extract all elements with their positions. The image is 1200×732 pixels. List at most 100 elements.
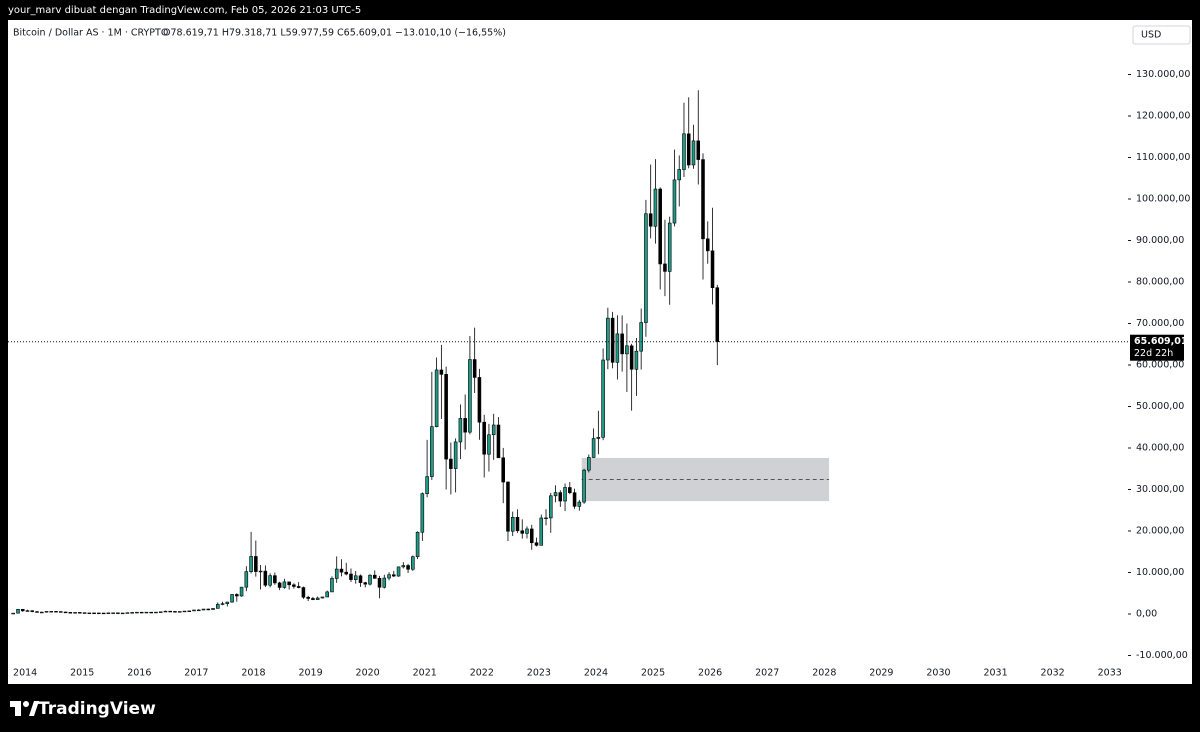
candle-body — [525, 528, 529, 534]
candle-body — [653, 188, 658, 227]
currency-button[interactable] — [1132, 25, 1191, 45]
candle-body — [263, 570, 268, 586]
logo-shape — [10, 701, 21, 707]
y-tick-label: 30.000,00 — [1136, 484, 1184, 495]
x-tick-label: 2031 — [983, 668, 1007, 679]
candle-body — [682, 133, 686, 170]
candle-body — [225, 601, 230, 604]
candle-body — [392, 574, 396, 577]
candle-body — [249, 556, 253, 572]
candle-body — [620, 333, 624, 355]
candle-body — [44, 611, 49, 613]
candle-body — [672, 179, 677, 224]
y-tick-label: -10.000,00 — [1136, 650, 1188, 661]
y-tick-label: 60.000,00 — [1136, 359, 1184, 370]
candle-body — [591, 438, 596, 458]
candle-body — [406, 565, 410, 570]
candle-body — [558, 492, 563, 502]
candle-body — [187, 610, 192, 612]
candle-body — [449, 458, 453, 469]
candle-body — [715, 287, 720, 343]
candle-body — [239, 586, 244, 597]
last-price-label: 65.609,01 — [1134, 336, 1188, 347]
candle-body — [629, 345, 634, 370]
candle-body — [696, 140, 701, 160]
logo-shape — [15, 707, 21, 716]
candle-body — [648, 213, 653, 227]
candle-body — [292, 584, 296, 587]
x-tick-label: 2014 — [13, 668, 37, 679]
candle-body — [472, 359, 477, 378]
candle-body — [382, 577, 387, 588]
candle-body — [68, 612, 73, 614]
candle-body — [610, 317, 615, 363]
currency: USD — [1141, 30, 1161, 41]
x-tick-label: 2029 — [869, 668, 893, 679]
candle-body — [59, 611, 63, 613]
x-tick-label: 2022 — [470, 668, 494, 679]
candle-body — [116, 612, 120, 614]
candle-body — [515, 516, 520, 532]
candle-body — [372, 574, 377, 579]
candle-body — [705, 238, 710, 252]
candle-body — [173, 611, 177, 613]
candle-body — [363, 582, 368, 585]
candle-body — [325, 591, 329, 598]
candle-body — [54, 611, 58, 613]
candle-body — [425, 476, 429, 494]
candle-body — [582, 469, 586, 503]
candle-body — [320, 596, 325, 599]
x-tick-label: 2025 — [641, 668, 665, 679]
x-tick-label: 2015 — [70, 668, 94, 679]
candle-body — [625, 345, 629, 355]
candle-body — [691, 140, 696, 166]
header: your_marv dibuat dengan TradingView.com,… — [8, 5, 361, 16]
candle-body — [206, 608, 211, 611]
y-tick-label: 80.000,00 — [1136, 276, 1184, 287]
x-tick-label: 2023 — [527, 668, 551, 679]
candle-body — [349, 573, 353, 580]
candle-body — [577, 501, 582, 507]
candle-body — [11, 612, 16, 615]
candle-body — [587, 457, 591, 471]
candle-body — [135, 611, 139, 614]
candle-body — [78, 612, 82, 614]
candle-body — [163, 610, 168, 613]
candle-body — [686, 133, 691, 166]
candle-body — [315, 597, 320, 600]
candle-body — [125, 612, 130, 614]
candle-body — [177, 611, 182, 613]
candle-body — [230, 594, 234, 603]
x-tick-label: 2028 — [812, 668, 836, 679]
candle-body — [87, 612, 92, 615]
x-tick-label: 2024 — [584, 668, 608, 679]
candle-body — [387, 574, 391, 579]
candle-body — [634, 350, 639, 370]
candle-body — [254, 556, 258, 572]
candle-body — [353, 575, 358, 580]
candle-body — [639, 322, 643, 352]
last-price-box — [1130, 334, 1184, 361]
candle-body — [701, 159, 705, 240]
candle-body — [463, 418, 467, 433]
candle-body — [420, 493, 425, 533]
x-tick-label: 2018 — [241, 668, 265, 679]
candle-body — [334, 568, 339, 579]
candle-body — [82, 612, 87, 614]
candle-body — [273, 575, 277, 584]
candle-body — [25, 610, 30, 612]
candle-body — [415, 531, 420, 558]
candle-body — [149, 611, 153, 614]
candle-body — [368, 574, 372, 585]
candle-body — [120, 612, 125, 615]
x-tick-label: 2019 — [298, 668, 322, 679]
ohlc-legend: O78.619,71 H79.318,71 L59.977,59 C65.609… — [163, 28, 506, 39]
candle-body — [168, 610, 172, 613]
candle-body — [49, 611, 54, 613]
candle-body — [196, 609, 201, 612]
candle-body — [220, 603, 225, 605]
candle-body — [496, 424, 501, 459]
candle-body — [667, 222, 672, 272]
candle-body — [16, 608, 20, 614]
candle-body — [430, 426, 434, 477]
